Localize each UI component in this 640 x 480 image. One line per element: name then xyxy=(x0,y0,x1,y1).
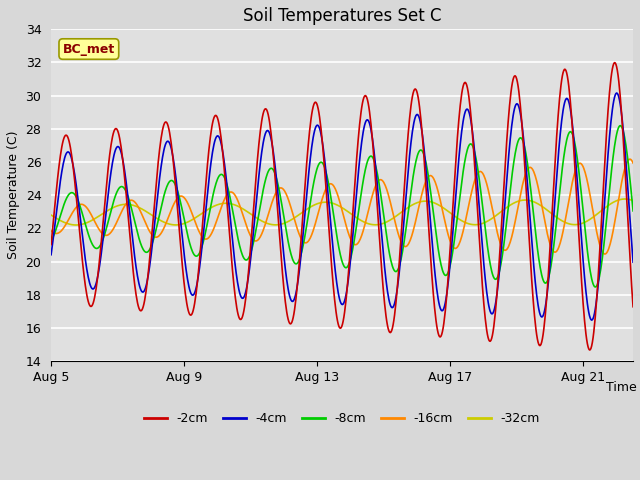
X-axis label: Time: Time xyxy=(606,381,637,394)
Legend: -2cm, -4cm, -8cm, -16cm, -32cm: -2cm, -4cm, -8cm, -16cm, -32cm xyxy=(139,407,545,430)
Title: Soil Temperatures Set C: Soil Temperatures Set C xyxy=(243,7,442,25)
Text: BC_met: BC_met xyxy=(63,43,115,56)
Y-axis label: Soil Temperature (C): Soil Temperature (C) xyxy=(7,131,20,259)
